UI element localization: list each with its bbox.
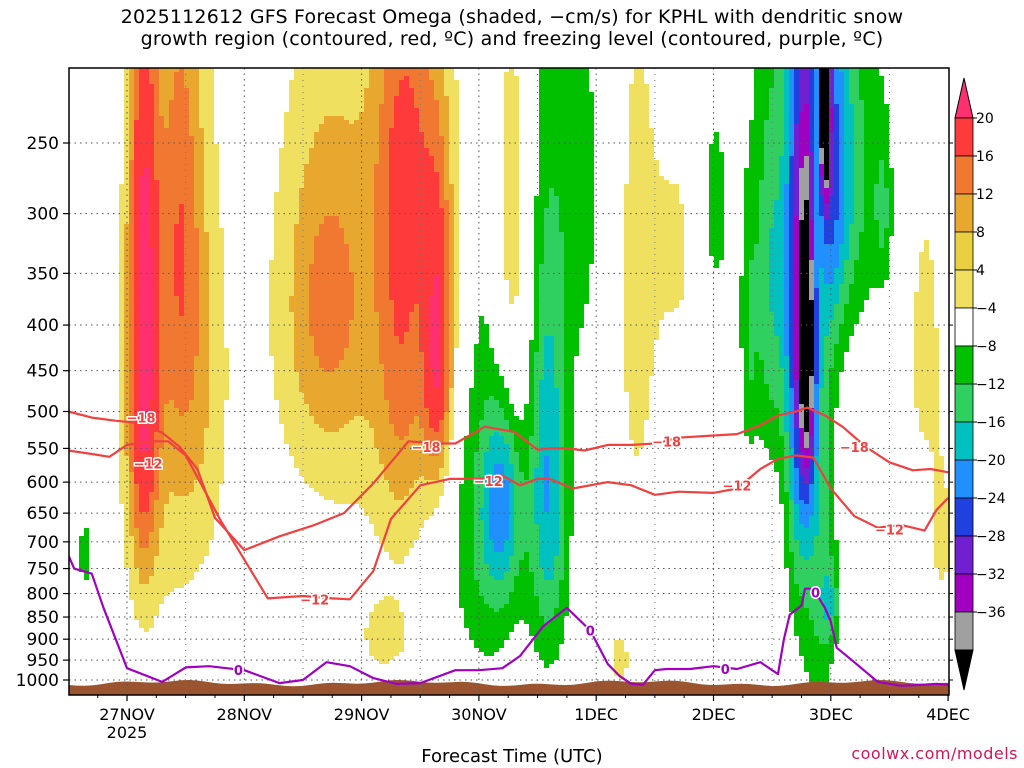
x-tick-label: 3DEC (809, 705, 853, 724)
x-year-label: 2025 (107, 723, 148, 742)
x-axis-label: Forecast Time (UTC) (421, 746, 603, 767)
colorbar-label: 8 (976, 225, 985, 241)
y-tick-label: 550 (27, 439, 59, 459)
colorbar-swatch (954, 421, 974, 461)
contour-line (69, 440, 949, 601)
y-tick-label: 850 (27, 608, 59, 628)
contour-label: −18 (840, 441, 869, 456)
y-tick-label: 500 (27, 403, 59, 423)
y-tick-label: 350 (27, 264, 59, 284)
x-tick-label: 27NOV (99, 705, 155, 724)
colorbar-label: 20 (976, 111, 994, 127)
colorbar-swatch (954, 231, 974, 271)
colorbar-swatch (954, 345, 974, 385)
x-tick-label: 4DEC (926, 705, 970, 724)
x-tick-label: 30NOV (451, 705, 507, 724)
y-tick-label: 400 (27, 316, 59, 336)
colorbar-label: −28 (976, 529, 1006, 545)
colorbar-swatch (954, 269, 974, 309)
chart-title: 2025112612 GFS Forecast Omega (shaded, −… (0, 6, 1024, 50)
colorbar-label: −8 (976, 339, 997, 355)
contour-label: −12 (722, 479, 751, 494)
contour-label: 0 (721, 663, 730, 678)
y-tick-label: 900 (27, 630, 59, 650)
y-tick-label: 600 (27, 473, 59, 493)
contour-label: 0 (586, 624, 595, 639)
colorbar-label: 16 (976, 149, 994, 165)
colorbar-swatch (954, 611, 974, 651)
contour-label: −18 (412, 441, 441, 456)
colorbar-label: −24 (976, 491, 1006, 507)
contour-label: −18 (652, 435, 681, 450)
colorbar-label: −12 (976, 377, 1006, 393)
y-tick-label: 450 (27, 362, 59, 382)
colorbar-swatch (954, 307, 974, 347)
credit-text: coolwx.com/models (851, 744, 1018, 763)
y-tick-label: 950 (27, 651, 59, 671)
y-tick-label: 250 (27, 134, 59, 154)
x-axis: 27NOV 28NOV 29NOV 30NOV 1DEC 2DEC 3DEC 4DEC 2025 (97, 695, 970, 742)
contour-label: −18 (127, 412, 156, 427)
y-tick-label: 300 (27, 205, 59, 225)
contour-label: 0 (234, 664, 243, 679)
title-line-2: growth region (contoured, red, ºC) and f… (140, 28, 884, 50)
contour-label: −12 (300, 593, 329, 608)
colorbar: 20 16 12 8 4 −4 −8 −12 −16 −20 −24 −28 −32 −36 (954, 77, 1006, 691)
colorbar-swatch (954, 383, 974, 423)
colorbar-label: −32 (976, 567, 1006, 583)
colorbar-swatch (954, 193, 974, 233)
colorbar-arrow-top (954, 77, 974, 119)
contour-label: 0 (811, 587, 820, 602)
colorbar-swatch (954, 155, 974, 195)
contour-label: −12 (474, 475, 503, 490)
y-axis: 2503003504004505005506006507007508008509… (16, 134, 953, 691)
colorbar-label: 12 (976, 187, 994, 203)
colorbar-label: −20 (976, 453, 1006, 469)
y-tick-label: 1000 (16, 671, 59, 691)
contour-label: −12 (875, 523, 904, 538)
y-tick-label: 650 (27, 504, 59, 524)
plot-frame (68, 67, 950, 696)
contour-label: −12 (134, 458, 163, 473)
contour-line (69, 553, 949, 687)
omega-shading (79, 68, 949, 695)
y-tick-label: 700 (27, 533, 59, 553)
ground-band (69, 680, 949, 695)
contour-lines: −18 −18 −18 −18 −12 −12 −12 −12 −12 0 0 0 0 (69, 406, 949, 687)
x-tick-label: 29NOV (334, 705, 390, 724)
colorbar-swatch (954, 535, 974, 575)
y-tick-label: 750 (27, 560, 59, 580)
colorbar-swatch (954, 459, 974, 499)
colorbar-swatch (954, 497, 974, 537)
y-tick-label: 800 (27, 585, 59, 605)
colorbar-label: −4 (976, 301, 997, 317)
dotted-grid (69, 68, 949, 695)
x-tick-label: 28NOV (217, 705, 273, 724)
contour-line (69, 406, 949, 552)
x-tick-label: 1DEC (574, 705, 618, 724)
x-tick-label: 2DEC (692, 705, 736, 724)
colorbar-label: 4 (976, 263, 985, 279)
ground-surface (69, 680, 949, 695)
colorbar-swatch (954, 117, 974, 157)
colorbar-label: −16 (976, 415, 1006, 431)
colorbar-arrow-bottom (954, 649, 974, 691)
colorbar-label: −36 (976, 605, 1006, 621)
colorbar-swatch (954, 573, 974, 613)
title-line-1: 2025112612 GFS Forecast Omega (shaded, −… (120, 6, 904, 28)
